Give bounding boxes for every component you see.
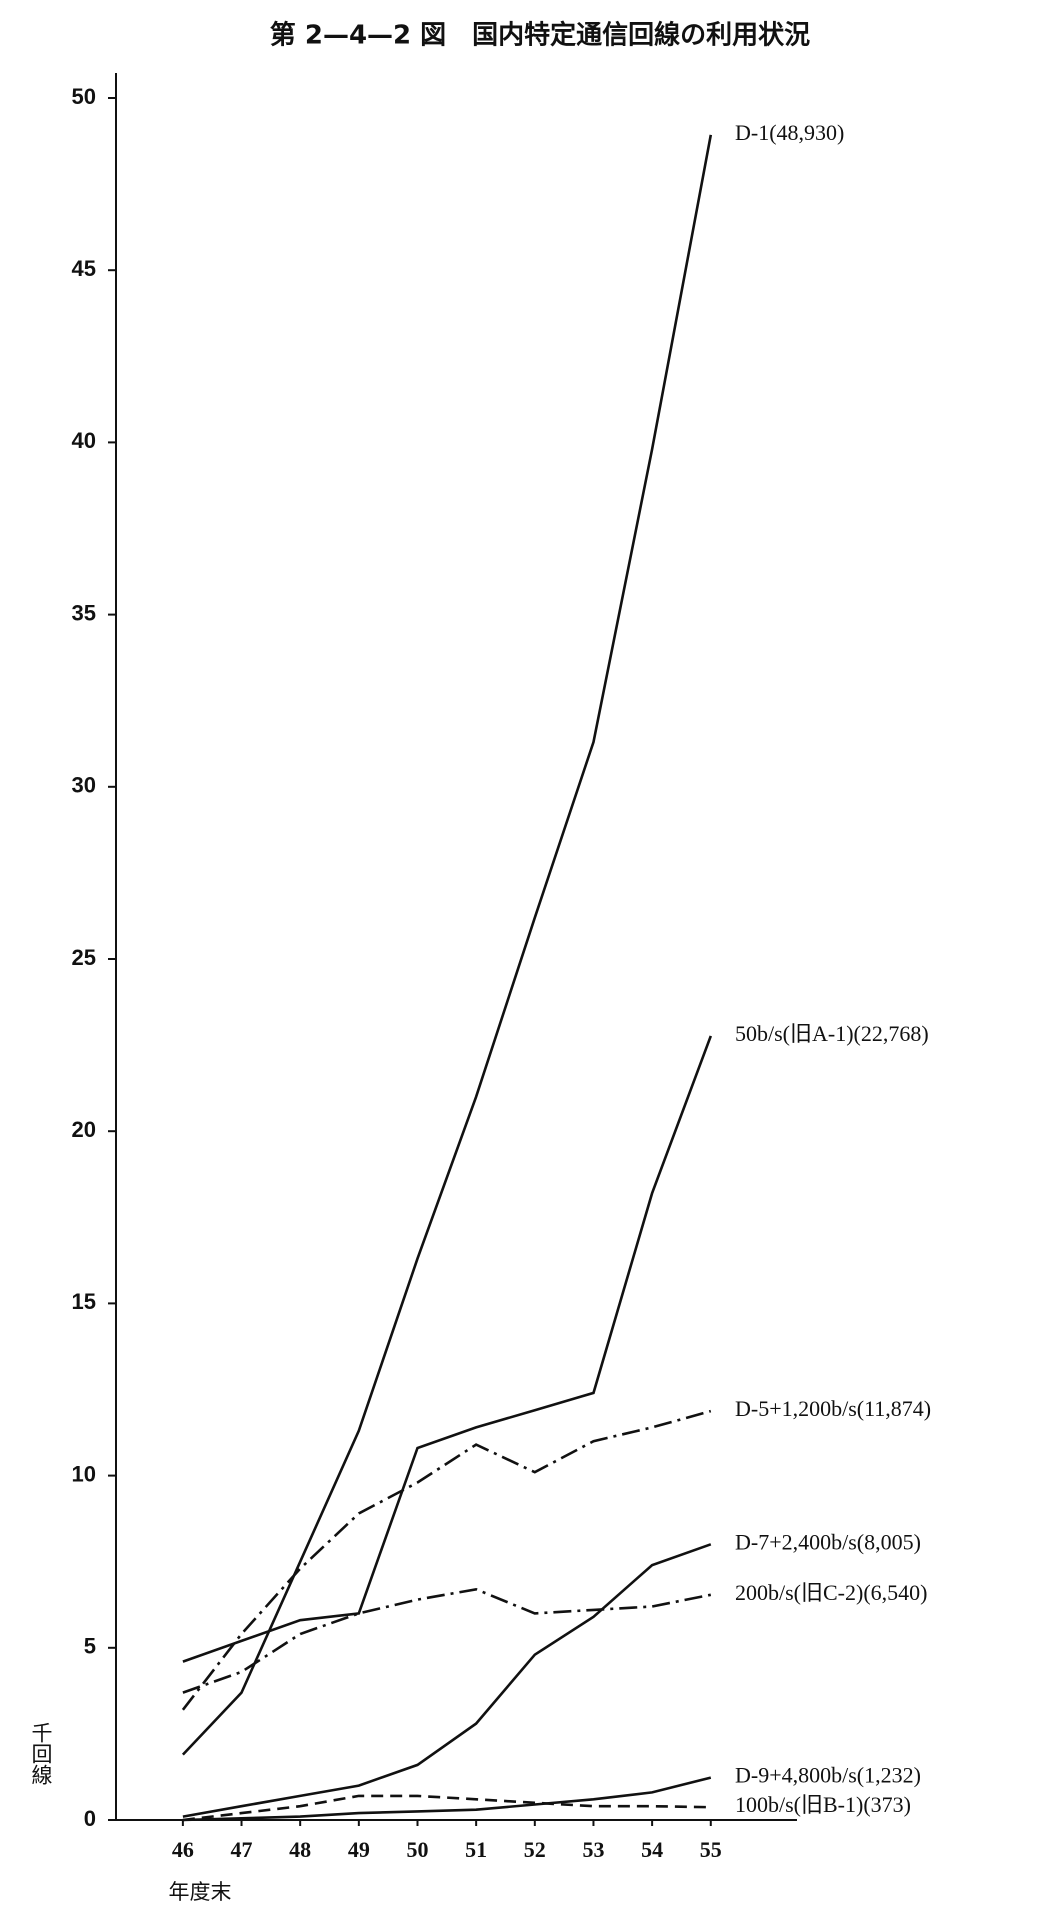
series-label: D-9+4,800b/s(1,232) bbox=[735, 1763, 921, 1788]
series-label: D-7+2,400b/s(8,005) bbox=[735, 1529, 921, 1554]
x-axis-label: 年度末 bbox=[169, 1880, 232, 1904]
series-label: D-5+1,200b/s(11,874) bbox=[735, 1396, 931, 1421]
series-line bbox=[181, 134, 713, 1756]
x-tick-label: 48 bbox=[289, 1837, 311, 1862]
series-label: 200b/s(旧C-2)(6,540) bbox=[735, 1580, 927, 1605]
x-tick-label: 55 bbox=[700, 1837, 722, 1862]
series-line bbox=[182, 1587, 712, 1694]
x-tick-label: 47 bbox=[231, 1837, 253, 1862]
x-tick-label: 51 bbox=[465, 1837, 487, 1862]
series-line bbox=[182, 1776, 712, 1822]
x-tick-label: 46 bbox=[172, 1837, 194, 1862]
series-line bbox=[182, 1794, 711, 1822]
y-tick-label: 30 bbox=[72, 773, 96, 798]
y-tick-label: 45 bbox=[72, 256, 96, 281]
series-label: 50b/s(旧A-1)(22,768) bbox=[735, 1021, 929, 1046]
y-tick-label: 20 bbox=[72, 1117, 96, 1142]
x-tick-label: 54 bbox=[641, 1837, 663, 1862]
y-tick-label: 15 bbox=[72, 1289, 96, 1314]
y-tick-label: 5 bbox=[84, 1634, 96, 1659]
series-line bbox=[182, 1543, 712, 1818]
y-axis-label: 千回線 bbox=[29, 1722, 53, 1785]
series-label: 100b/s(旧B-1)(373) bbox=[735, 1792, 911, 1817]
x-tick-label: 52 bbox=[524, 1837, 546, 1862]
y-tick-label: 10 bbox=[72, 1461, 96, 1486]
y-tick-label: 25 bbox=[72, 945, 96, 970]
x-tick-label: 53 bbox=[582, 1837, 604, 1862]
y-tick-label: 50 bbox=[72, 84, 96, 109]
x-tick-label: 50 bbox=[406, 1837, 428, 1862]
series-line bbox=[182, 1035, 713, 1663]
y-tick-label: 35 bbox=[72, 600, 96, 625]
series-label: D-1(48,930) bbox=[735, 120, 844, 145]
chart-title: 第 2—4—2 図 国内特定通信回線の利用状況 bbox=[270, 20, 810, 51]
x-tick-label: 49 bbox=[348, 1837, 370, 1862]
y-tick-label: 40 bbox=[72, 428, 96, 453]
y-tick-label: 0 bbox=[84, 1806, 96, 1831]
series-line bbox=[181, 1409, 712, 1711]
